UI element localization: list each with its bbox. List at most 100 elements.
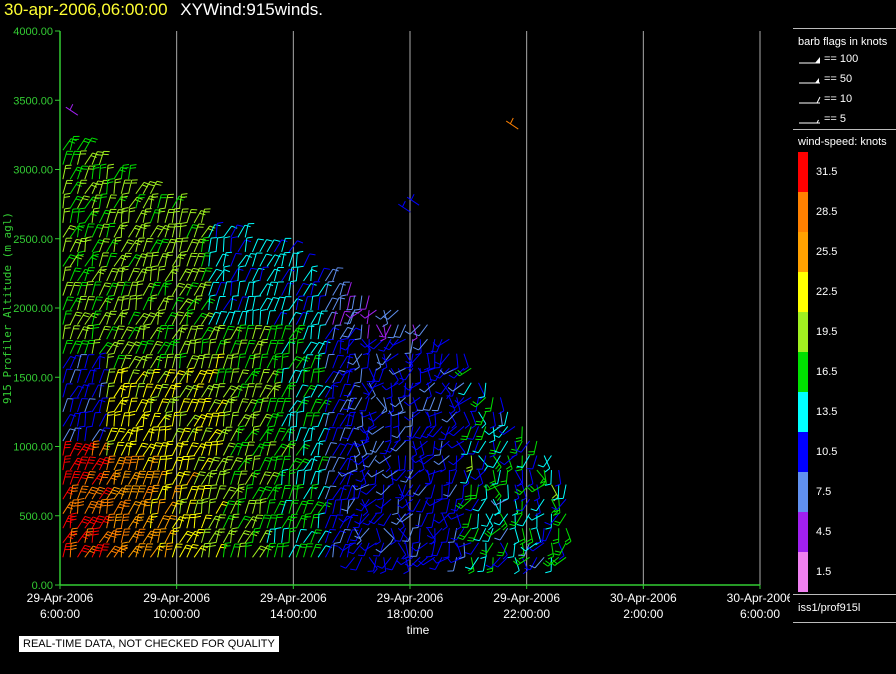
wind-barb-shaft	[120, 429, 130, 442]
wind-barb-flag	[107, 414, 114, 417]
wind-barb-flag	[224, 545, 231, 547]
wind-barb-shaft	[363, 425, 377, 434]
wind-barb-flag	[266, 239, 273, 242]
wind-barb-shaft	[514, 513, 523, 527]
wind-barb-shaft	[179, 427, 186, 442]
wind-barb-shaft	[273, 267, 279, 282]
wind-barb-shaft	[332, 543, 335, 558]
wind-barb-flag	[426, 454, 434, 457]
wind-barb-flag	[129, 207, 136, 210]
wind-barb-shaft	[69, 267, 76, 282]
wind-barb-flag	[516, 469, 523, 472]
wind-barb-shaft	[373, 338, 385, 350]
wind-barb-flag	[162, 398, 170, 401]
wind-barb-shaft	[62, 180, 68, 194]
wind-barb-flag	[359, 411, 364, 418]
wind-barb-shaft	[252, 238, 259, 253]
wind-barb-shaft	[244, 441, 250, 456]
wind-barb-flag	[188, 458, 195, 460]
wind-barb-shaft	[230, 412, 234, 427]
wind-barb-shaft	[347, 426, 356, 440]
wind-barb-flag	[558, 555, 565, 560]
wind-barb-flag	[121, 207, 129, 210]
wind-barb-flag	[330, 514, 337, 517]
wind-barb-flag	[279, 471, 287, 474]
wind-barb-shaft	[164, 441, 168, 456]
wind-barb-flag	[455, 526, 462, 531]
wind-barb-shaft	[222, 368, 227, 383]
wind-barb-shaft	[106, 456, 111, 471]
wind-barb-shaft	[404, 382, 407, 397]
wind-barb-flag	[405, 556, 412, 559]
wind-barb-flag	[95, 491, 103, 495]
wind-barb-flag	[227, 503, 234, 506]
wind-barb-shaft	[310, 398, 317, 413]
wind-barb-shaft	[84, 165, 90, 180]
wind-barb-flag	[539, 539, 546, 542]
wind-barb-flag	[178, 282, 185, 286]
wind-barb-flag	[114, 410, 121, 413]
wind-barb-shaft	[179, 530, 188, 544]
wind-barb-shaft	[128, 485, 134, 500]
wind-barb-flag	[217, 236, 224, 239]
wind-barb-shaft	[259, 398, 264, 412]
wind-barb-flag	[215, 326, 222, 329]
wind-barb-flag	[132, 270, 139, 273]
wind-barb-shaft	[98, 531, 109, 544]
wind-barb-flag	[166, 443, 173, 446]
wind-barb-flag	[123, 164, 130, 166]
wind-barb-flag	[113, 486, 120, 490]
wind-barb-flag	[486, 484, 491, 490]
wind-barb-shaft	[485, 542, 494, 555]
wind-barb-shaft	[364, 542, 377, 551]
wind-barb-flag	[75, 427, 82, 430]
wind-barb-shaft	[135, 238, 140, 253]
wind-barb-flag	[191, 270, 198, 273]
wind-barb-shaft	[120, 310, 123, 325]
wind-barb-flag	[127, 326, 134, 329]
wind-barb-shaft	[193, 443, 202, 456]
wind-barb-shaft	[427, 469, 431, 484]
wind-barb-shaft	[120, 456, 127, 471]
wind-barb-shaft	[310, 442, 318, 456]
wind-barb-flag	[442, 526, 448, 531]
wind-barb-flag	[140, 503, 147, 506]
wind-barb-shaft	[244, 516, 254, 529]
wind-barb-shaft	[77, 516, 86, 529]
wind-barb-shaft	[149, 327, 159, 340]
wind-barb-flag	[290, 425, 297, 428]
wind-barb-shaft	[500, 440, 509, 454]
wind-barb-shaft	[142, 297, 150, 311]
wind-barb-shaft	[106, 412, 109, 427]
wind-barb-flag	[245, 544, 252, 547]
wind-barb-flag	[495, 493, 500, 499]
wind-barb-shaft	[84, 281, 89, 296]
wind-barb-shaft	[135, 182, 145, 195]
wind-barb-flag	[85, 239, 92, 242]
wind-barb-flag	[250, 253, 257, 255]
wind-barb-shaft	[273, 456, 278, 471]
wind-barb-flag	[463, 482, 470, 488]
wind-barb-shaft	[84, 296, 90, 311]
wind-barb-shaft	[149, 312, 158, 325]
wind-barb-flag	[363, 392, 370, 396]
wind-barb-shaft	[186, 253, 192, 267]
wind-barb-flag	[112, 489, 119, 493]
wind-barb-shaft	[310, 529, 317, 543]
wind-barb-flag	[102, 447, 109, 451]
wind-barb-shaft	[120, 543, 123, 558]
wind-barb-flag	[210, 251, 217, 254]
wind-barb-shaft	[200, 499, 203, 514]
wind-barb-flag	[205, 270, 212, 272]
wind-barb-flag	[64, 192, 71, 195]
wind-barb-shaft	[434, 557, 443, 570]
wind-barb-shaft	[142, 238, 148, 253]
wind-barb-shaft	[69, 471, 76, 485]
wind-barb-shaft	[120, 165, 124, 180]
wind-barb-flag	[279, 427, 287, 430]
wind-barb-flag	[191, 488, 198, 491]
wind-barb-flag	[95, 520, 102, 524]
wind-barb-shaft	[360, 324, 363, 339]
wind-barb-shaft	[142, 428, 151, 442]
wind-barb-flag	[367, 430, 373, 435]
